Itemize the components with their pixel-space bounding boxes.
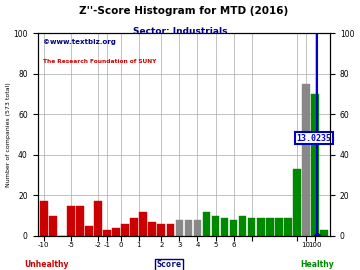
- Text: Sector: Industrials: Sector: Industrials: [133, 27, 227, 36]
- Bar: [112, 228, 120, 236]
- Text: Healthy: Healthy: [300, 260, 334, 269]
- Y-axis label: Number of companies (573 total): Number of companies (573 total): [5, 82, 10, 187]
- Bar: [76, 205, 84, 236]
- Bar: [85, 226, 93, 236]
- Bar: [40, 201, 48, 236]
- Bar: [275, 218, 283, 236]
- Bar: [257, 218, 265, 236]
- Text: Unhealthy: Unhealthy: [24, 260, 69, 269]
- Bar: [67, 205, 75, 236]
- Bar: [266, 218, 274, 236]
- Bar: [157, 224, 165, 236]
- Text: The Research Foundation of SUNY: The Research Foundation of SUNY: [44, 59, 157, 64]
- Text: ©www.textbiz.org: ©www.textbiz.org: [44, 39, 116, 45]
- Bar: [293, 169, 301, 236]
- Bar: [302, 84, 310, 236]
- Bar: [320, 230, 328, 236]
- Text: Score: Score: [157, 260, 182, 269]
- Bar: [248, 218, 256, 236]
- Bar: [130, 218, 138, 236]
- Text: 13.0235: 13.0235: [297, 134, 332, 143]
- Bar: [221, 218, 228, 236]
- Bar: [239, 216, 247, 236]
- Bar: [311, 94, 319, 236]
- Bar: [176, 220, 183, 236]
- Bar: [167, 224, 174, 236]
- Bar: [185, 220, 192, 236]
- Bar: [139, 212, 147, 236]
- Bar: [194, 220, 201, 236]
- Bar: [94, 201, 102, 236]
- Title: Z''-Score Histogram for MTD (2016): Z''-Score Histogram for MTD (2016): [79, 6, 288, 16]
- Bar: [284, 218, 292, 236]
- Bar: [148, 222, 156, 236]
- Bar: [121, 224, 129, 236]
- Bar: [212, 216, 219, 236]
- Bar: [203, 212, 210, 236]
- Bar: [49, 216, 57, 236]
- Bar: [103, 230, 111, 236]
- Bar: [230, 220, 237, 236]
